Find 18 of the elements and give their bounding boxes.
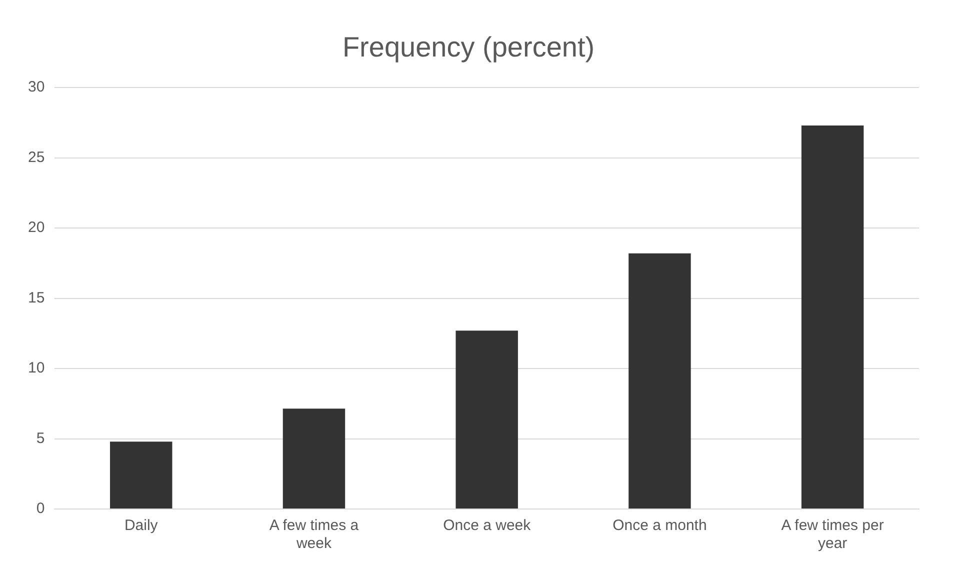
y-tick-label: 30 (28, 78, 45, 96)
y-tick-label: 10 (28, 360, 45, 377)
bar (110, 442, 172, 508)
x-tick-label: Once a month (612, 517, 707, 534)
y-tick-label: 0 (36, 500, 45, 518)
bar (628, 253, 691, 508)
y-tick-label: 25 (28, 148, 45, 166)
x-tick-label: Once a week (443, 517, 532, 534)
x-tick-label: Daily (124, 517, 158, 534)
y-tick-label: 15 (28, 289, 45, 306)
chart-title: Frequency (percent) (342, 32, 595, 63)
x-tick-label: A few times per year (781, 517, 884, 552)
y-tick-label: 20 (28, 219, 45, 236)
bar (456, 330, 518, 508)
bar (282, 408, 346, 508)
y-tick-label: 5 (36, 430, 45, 447)
x-tick-label: A few times a week (269, 517, 360, 552)
bar (801, 126, 864, 508)
